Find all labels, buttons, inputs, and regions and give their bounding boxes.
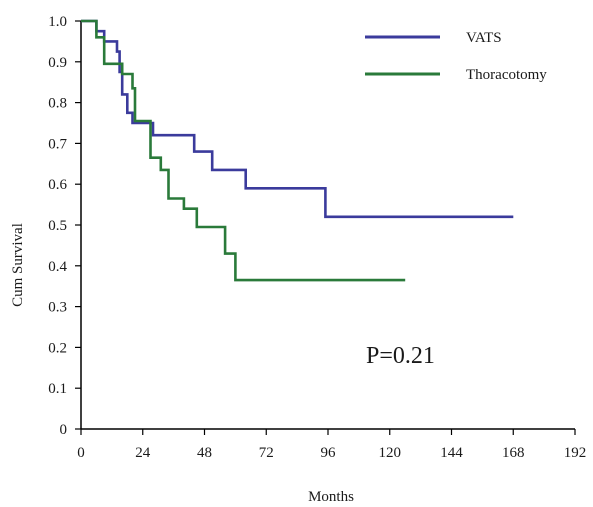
y-tick-label: 0.5 (48, 218, 67, 234)
y-axis-title: Cum Survival (10, 223, 26, 307)
y-tick-label: 0 (60, 422, 68, 438)
y-tick-label: 0.9 (48, 55, 67, 71)
legend-label-vats: VATS (466, 30, 502, 46)
series-line-thoracotomy (81, 19, 406, 282)
legend-label-thoracotomy: Thoracotomy (466, 67, 547, 83)
x-tick-label: 120 (379, 445, 402, 461)
x-tick-label: 144 (440, 445, 463, 461)
x-tick-label: 96 (321, 445, 337, 461)
x-axis-title: Months (308, 489, 354, 505)
series-line-vats (81, 19, 514, 219)
y-tick-label: 0.2 (48, 340, 67, 356)
x-tick-label: 168 (502, 445, 525, 461)
p-value-annotation: P=0.21 (366, 343, 435, 369)
y-tick-label: 0.4 (48, 259, 67, 275)
y-tick-label: 1.0 (48, 14, 67, 30)
series-lines (81, 19, 514, 282)
x-tick-label: 0 (77, 445, 85, 461)
x-tick-label: 48 (197, 445, 212, 461)
axes: 0 0.1 0.2 0.3 0.4 0.5 0.6 0.7 0.8 0.9 1.0 0 24 48 72 96… (48, 14, 586, 461)
x-tick-label: 72 (259, 445, 274, 461)
y-tick-label: 0.6 (48, 177, 67, 193)
legend: VATS Thoracotomy (365, 30, 547, 83)
y-tick-label: 0.3 (48, 300, 67, 316)
y-tick-label: 0.1 (48, 381, 67, 397)
x-tick-label: 192 (564, 445, 587, 461)
x-tick-label: 24 (135, 445, 151, 461)
y-tick-label: 0.8 (48, 96, 67, 112)
y-tick-label: 0.7 (48, 136, 67, 152)
